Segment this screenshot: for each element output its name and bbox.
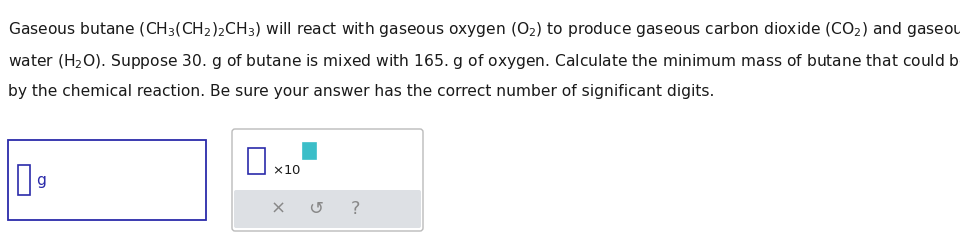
Text: $\times$10: $\times$10: [272, 164, 301, 177]
Text: ↺: ↺: [308, 200, 324, 218]
Bar: [18, 165, 30, 195]
Text: water $\left(\mathrm{H_2O}\right)$. Suppose 30. g of butane is mixed with 165. g: water $\left(\mathrm{H_2O}\right)$. Supp…: [8, 52, 960, 71]
Text: ×: ×: [271, 200, 285, 218]
Text: g: g: [36, 173, 46, 189]
Text: by the chemical reaction. Be sure your answer has the correct number of signific: by the chemical reaction. Be sure your a…: [8, 84, 714, 99]
Text: ?: ?: [350, 200, 360, 218]
FancyBboxPatch shape: [234, 190, 421, 228]
Bar: [303, 143, 316, 159]
Text: Gaseous butane $\left(\mathrm{CH_3(CH_2)_2CH_3}\right)$ will react with gaseous : Gaseous butane $\left(\mathrm{CH_3(CH_2)…: [8, 20, 960, 39]
Bar: [8, 140, 206, 220]
Bar: [248, 148, 265, 174]
FancyBboxPatch shape: [232, 129, 423, 231]
